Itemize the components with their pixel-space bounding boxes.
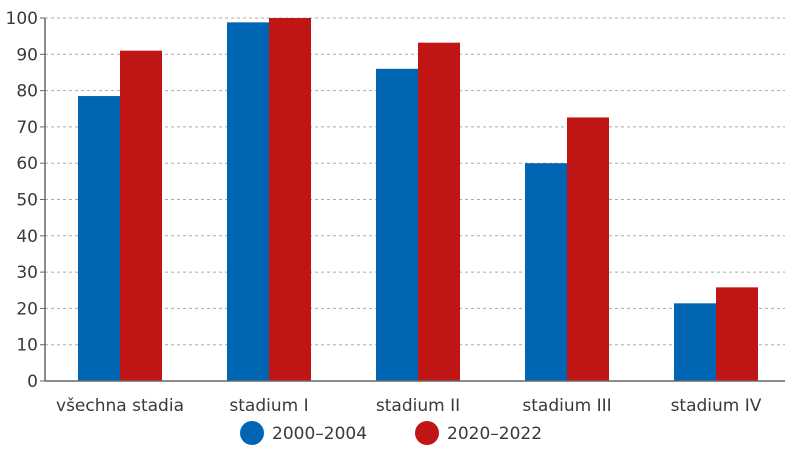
legend-label: 2000–2004: [272, 424, 367, 444]
x-axis-labels: všechna stadia stadium I stadium II stadium…: [56, 396, 762, 416]
y-tick-label: 10: [16, 336, 38, 356]
bar-red: [269, 18, 311, 381]
y-tick-label: 30: [16, 263, 38, 283]
legend-label: 2020–2022: [447, 424, 542, 444]
bar-red: [418, 42, 460, 382]
x-tick-label: všechna stadia: [56, 396, 184, 416]
bar-blue: [376, 68, 418, 381]
x-tick-label: stadium I: [229, 396, 308, 416]
x-tick-label: stadium II: [376, 396, 460, 416]
y-axis-ticks: 0 10 20 30 40 50 60 70 80 90 100: [6, 9, 45, 392]
bar-blue: [227, 22, 269, 382]
y-tick-label: 40: [16, 227, 38, 247]
legend-marker: [415, 421, 439, 445]
y-tick-label: 20: [16, 299, 38, 319]
bar-red: [567, 117, 609, 381]
bar-red: [120, 50, 162, 382]
y-tick-label: 60: [16, 154, 38, 174]
legend: 2000–2004 2020–2022: [240, 421, 542, 445]
x-tick-label: stadium IV: [671, 396, 762, 416]
y-tick-label: 0: [27, 372, 38, 392]
y-tick-label: 50: [16, 191, 38, 211]
bar-blue: [525, 163, 567, 381]
y-tick-label: 70: [16, 118, 38, 138]
y-tick-label: 100: [6, 9, 38, 29]
bar-red: [716, 287, 758, 381]
x-tick-label: stadium III: [522, 396, 611, 416]
bar-blue: [78, 96, 120, 382]
y-tick-label: 80: [16, 82, 38, 102]
bar-blue: [674, 303, 716, 381]
bars: [78, 18, 758, 382]
legend-marker: [240, 421, 264, 445]
y-tick-label: 90: [16, 45, 38, 65]
